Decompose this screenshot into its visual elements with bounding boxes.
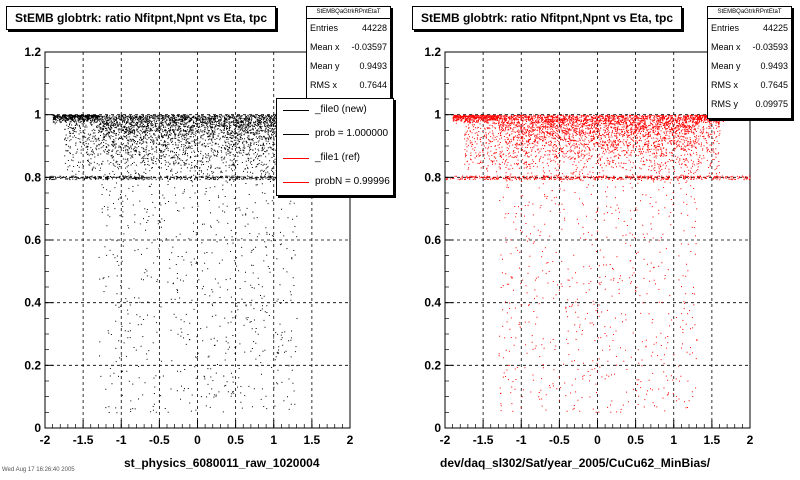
left-chart-panel: -2 -1.5 -1 -0.5 0 0.5 1 1.5 2 0 0.2 0.4 0.6 0.8 1 1.2 S… <box>2 6 394 473</box>
right-stats-row: Entries 44225 <box>711 23 788 33</box>
right-stats-row: Mean y 0.9493 <box>711 61 788 71</box>
x-tick-label: 0.5 <box>227 433 244 447</box>
left-stats-row: Mean x -0.03597 <box>310 42 387 52</box>
legend-entry: _file0 (new) <box>277 99 393 123</box>
right-stats-row: RMS y 0.09975 <box>711 99 788 109</box>
y-tick-label: 1.2 <box>424 45 441 59</box>
x-tick-label: 0 <box>594 433 601 447</box>
right-stats-row: RMS x 0.7645 <box>711 80 788 90</box>
legend-line-icon <box>283 134 309 135</box>
y-tick-label: 0.8 <box>424 170 441 184</box>
legend-box: _file0 (new) prob = 1.000000 _file1 (ref… <box>276 98 394 196</box>
x-tick-label: -1.5 <box>73 433 94 447</box>
legend-entry: _file1 (ref) <box>277 147 393 171</box>
legend-entry: prob = 1.000000 <box>277 123 393 147</box>
y-tick-label: 1 <box>34 108 41 122</box>
left-stats-name: StEMBQaGtrkRPntEtaT <box>307 7 390 19</box>
x-tick-label: -0.5 <box>549 433 570 447</box>
legend-entry: probN = 0.99996 <box>277 171 393 195</box>
y-tick-label: 0.2 <box>24 358 41 372</box>
x-tick-label: 2 <box>747 433 754 447</box>
left-stats-row: RMS x 0.7644 <box>310 80 387 90</box>
x-tick-label: -1 <box>116 433 127 447</box>
right-stats-row: Mean x -0.03593 <box>711 42 788 52</box>
x-tick-label: 1.5 <box>304 433 321 447</box>
left-stats-row: Entries 44228 <box>310 23 387 33</box>
y-tick-label: 0.4 <box>24 296 41 310</box>
y-tick-label: 0.6 <box>24 233 41 247</box>
y-tick-label: 0.8 <box>24 170 41 184</box>
right-chart-panel: -2 -1.5 -1 -0.5 0 0.5 1 1.5 2 0 0.2 0.4 0.6 0.8 1 1.2 S… <box>400 0 800 480</box>
legend-line-icon <box>283 110 309 111</box>
y-tick-label: 0 <box>34 421 41 435</box>
x-tick-label: -1.5 <box>473 433 494 447</box>
x-tick-label: 1.5 <box>704 433 721 447</box>
x-tick-label: 1 <box>270 433 277 447</box>
x-tick-label: -2 <box>40 433 51 447</box>
right-stats-box: StEMBQaGtrkRPntEtaT Entries 44225 Mean x-… <box>707 6 792 119</box>
left-x-axis-label: st_physics_6080011_raw_1020004 <box>124 456 320 470</box>
y-tick-label: 1.2 <box>24 45 41 59</box>
y-tick-label: 0 <box>434 421 441 435</box>
legend-line-icon <box>283 158 309 159</box>
scatter-points <box>45 114 351 414</box>
left-chart-title: StEMB globtrk: ratio Nfitpnt,Npnt vs Eta… <box>6 6 276 30</box>
right-plot: -2 -1.5 -1 -0.5 0 0.5 1 1.5 2 0 0.2 0.4 0.6 0.8 1 1.2 <box>424 45 754 447</box>
right-x-axis-label: dev/daq_sl302/Sat/year_2005/CuCu62_MinBi… <box>440 456 711 470</box>
y-tick-label: 1 <box>434 108 441 122</box>
y-tick-label: 0.6 <box>424 233 441 247</box>
right-chart-title: StEMB globtrk: ratio Nfitpnt,Npnt vs Eta… <box>412 6 682 30</box>
x-tick-label: -1 <box>516 433 527 447</box>
x-tick-label: 1 <box>670 433 677 447</box>
legend-line-icon <box>283 182 309 183</box>
y-tick-label: 0.2 <box>424 358 441 372</box>
x-tick-label: -2 <box>440 433 451 447</box>
x-tick-label: -0.5 <box>149 433 170 447</box>
x-tick-label: 0 <box>194 433 201 447</box>
x-tick-label: 0.5 <box>627 433 644 447</box>
y-tick-label: 0.4 <box>424 296 441 310</box>
footnote: Wed Aug 17 16:26:40 2005 <box>2 467 75 473</box>
left-stats-row: Mean y 0.9493 <box>310 61 387 71</box>
x-tick-label: 2 <box>347 433 354 447</box>
right-stats-name: StEMBQaGtrkRPntEtaT <box>708 7 791 19</box>
